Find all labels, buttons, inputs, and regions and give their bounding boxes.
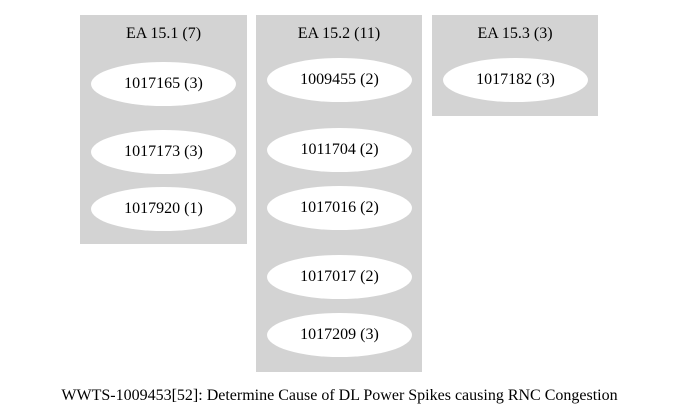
cluster-title: EA 15.1 (7): [125, 25, 202, 42]
node-1017920: 1017920 (1): [91, 187, 236, 231]
cluster-ea-15-3: EA 15.3 (3) 1017182 (3): [432, 15, 598, 116]
node-1017165: 1017165 (3): [91, 62, 236, 106]
node-1017016: 1017016 (2): [267, 186, 412, 230]
node-1011704: 1011704 (2): [267, 128, 412, 172]
node-1017182: 1017182 (3): [443, 58, 588, 102]
node-1017173: 1017173 (3): [91, 130, 236, 174]
node-1017017: 1017017 (2): [267, 255, 412, 299]
node-1017209: 1017209 (3): [267, 313, 412, 357]
node-1009455: 1009455 (2): [267, 58, 412, 102]
cluster-title: EA 15.3 (3): [477, 25, 553, 42]
graph-label: WWTS-1009453[52]: Determine Cause of DL …: [61, 387, 618, 404]
cluster-title: EA 15.2 (11): [297, 25, 381, 42]
cluster-ea-15-1: EA 15.1 (7) 1017165 (3) 1017173 (3) 1017…: [80, 15, 247, 244]
cluster-ea-15-2: EA 15.2 (11) 1009455 (2) 1011704 (2) 101…: [256, 15, 422, 372]
